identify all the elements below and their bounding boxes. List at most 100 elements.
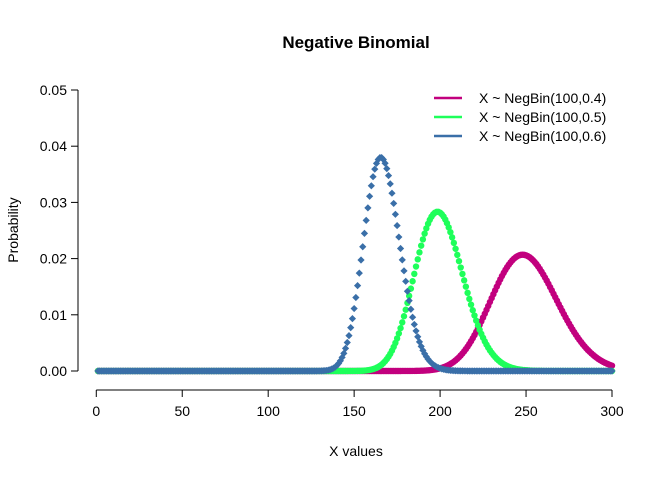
data-point	[464, 289, 471, 297]
data-point	[355, 269, 363, 277]
data-point	[357, 256, 365, 264]
data-point	[374, 155, 382, 164]
y-tick-label: 0.02	[40, 251, 67, 267]
data-point	[393, 221, 401, 230]
data-point	[386, 180, 394, 188]
x-tick-label: 50	[174, 403, 190, 419]
series-1	[94, 251, 616, 375]
data-point	[359, 243, 367, 251]
data-point	[398, 256, 406, 264]
data-point	[395, 330, 403, 337]
data-point	[381, 159, 389, 167]
data-point	[399, 319, 406, 326]
data-points	[94, 153, 616, 375]
x-tick-label: 300	[600, 403, 624, 419]
data-point	[388, 189, 396, 197]
data-point	[371, 165, 379, 173]
y-axis-label: Probability	[5, 197, 21, 262]
data-point	[402, 306, 409, 313]
data-point	[372, 159, 381, 168]
legend-entry: X ~ NegBin(100,0.4)	[479, 90, 606, 106]
x-tick-label: 200	[428, 403, 452, 419]
data-point	[457, 264, 464, 271]
data-point	[467, 301, 475, 308]
data-point	[608, 367, 616, 375]
data-point	[390, 199, 398, 208]
y-tick-label: 0.03	[40, 194, 67, 210]
data-point	[416, 249, 423, 256]
data-point	[367, 182, 375, 190]
data-point	[415, 338, 424, 346]
data-point	[393, 335, 401, 342]
data-point	[405, 297, 413, 305]
y-tick-label: 0.04	[40, 138, 67, 154]
data-point	[447, 228, 454, 236]
data-point	[466, 295, 473, 303]
data-point	[411, 270, 418, 278]
data-point	[462, 283, 470, 290]
x-tick-label: 0	[92, 403, 100, 419]
data-point	[471, 312, 478, 319]
data-point	[450, 239, 458, 247]
data-point	[454, 251, 461, 259]
y-tick-label: 0.00	[40, 363, 67, 379]
data-point	[384, 171, 393, 180]
data-point	[364, 204, 372, 212]
x-tick-label: 150	[342, 403, 366, 419]
data-point	[383, 165, 391, 173]
data-point	[421, 230, 428, 237]
data-point	[400, 313, 408, 320]
y-tick-label: 0.05	[40, 82, 67, 98]
data-point	[448, 234, 456, 241]
data-point	[400, 267, 408, 275]
data-point	[412, 327, 420, 335]
y-tick-label: 0.01	[40, 307, 67, 323]
data-point	[412, 263, 420, 270]
data-point	[414, 256, 421, 263]
data-point	[407, 305, 415, 313]
data-point	[369, 173, 377, 181]
data-point	[353, 282, 362, 290]
data-point	[345, 331, 353, 340]
data-point	[410, 320, 418, 329]
series-2	[94, 208, 616, 375]
x-tick-label: 250	[514, 403, 538, 419]
data-point	[348, 315, 357, 323]
data-point	[391, 210, 399, 218]
data-point	[417, 242, 425, 249]
data-point	[402, 277, 410, 285]
data-point	[460, 277, 468, 284]
data-point	[395, 233, 403, 241]
data-point	[350, 304, 358, 313]
data-point	[366, 192, 374, 200]
data-point	[347, 324, 355, 332]
y-axis: 0.00 0.01 0.02 0.03 0.04 0.05	[40, 82, 79, 379]
data-point	[469, 307, 476, 314]
x-axis: 0 50 100 150 200 250 300	[92, 389, 624, 419]
data-point	[409, 278, 416, 285]
data-point	[459, 270, 466, 278]
data-point	[403, 287, 412, 295]
legend-entry: X ~ NegBin(100,0.5)	[479, 109, 606, 125]
series-3	[94, 153, 616, 375]
data-point	[408, 313, 417, 321]
data-point	[455, 257, 463, 265]
data-point	[452, 245, 459, 252]
data-point	[340, 349, 348, 357]
data-point	[352, 293, 360, 302]
data-point	[360, 229, 369, 238]
data-point	[397, 324, 404, 332]
x-axis-label: X values	[329, 443, 383, 459]
legend-entry: X ~ NegBin(100,0.6)	[479, 128, 606, 144]
data-point	[608, 362, 616, 369]
data-point	[362, 216, 370, 224]
legend: X ~ NegBin(100,0.4) X ~ NegBin(100,0.5) X …	[434, 90, 606, 144]
data-point	[343, 338, 351, 347]
chart-title: Negative Binomial	[282, 33, 429, 52]
data-point	[378, 153, 386, 162]
x-tick-label: 100	[257, 403, 281, 419]
data-point	[341, 344, 350, 353]
data-point	[419, 236, 427, 243]
data-point	[396, 244, 405, 253]
